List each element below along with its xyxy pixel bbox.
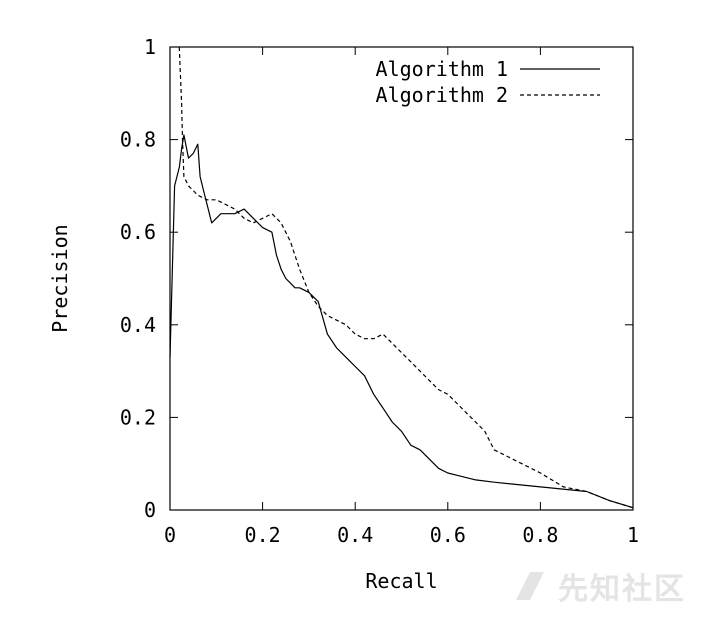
watermark-logo-icon	[516, 572, 544, 600]
x-tick-label: 0	[164, 523, 176, 547]
x-tick-label: 0.6	[430, 523, 466, 547]
y-tick-label: 0.8	[120, 128, 156, 152]
x-tick-label: 0.4	[337, 523, 373, 547]
x-tick-label: 0.2	[245, 523, 281, 547]
x-tick-label: 0.8	[522, 523, 558, 547]
x-axis-label: Recall	[365, 569, 437, 593]
series-layer	[169, 46, 634, 509]
y-tick-label: 0.6	[120, 220, 156, 244]
legend-label: Algorithm 2	[376, 83, 508, 107]
labels-layer: 0 0.2 0.4 0.6 0.8 1 0 0.2 0.4 0.6 0.8 1 Recall Precis…	[48, 35, 639, 593]
watermark-text: 先知社区	[558, 572, 686, 607]
legend-label: Algorithm 1	[376, 57, 508, 81]
series-line-1	[169, 134, 634, 509]
y-tick-label: 0.2	[120, 405, 156, 429]
y-tick-label: 1	[144, 35, 156, 59]
series-line-2	[178, 46, 634, 509]
y-tick-label: 0.4	[120, 313, 156, 337]
watermark: 先知社区	[510, 564, 686, 608]
y-axis-label: Precision	[48, 224, 72, 332]
ticks-layer	[169, 46, 634, 511]
x-tick-label: 1	[627, 523, 639, 547]
y-tick-label: 0	[144, 498, 156, 522]
plot-frame	[169, 46, 634, 511]
